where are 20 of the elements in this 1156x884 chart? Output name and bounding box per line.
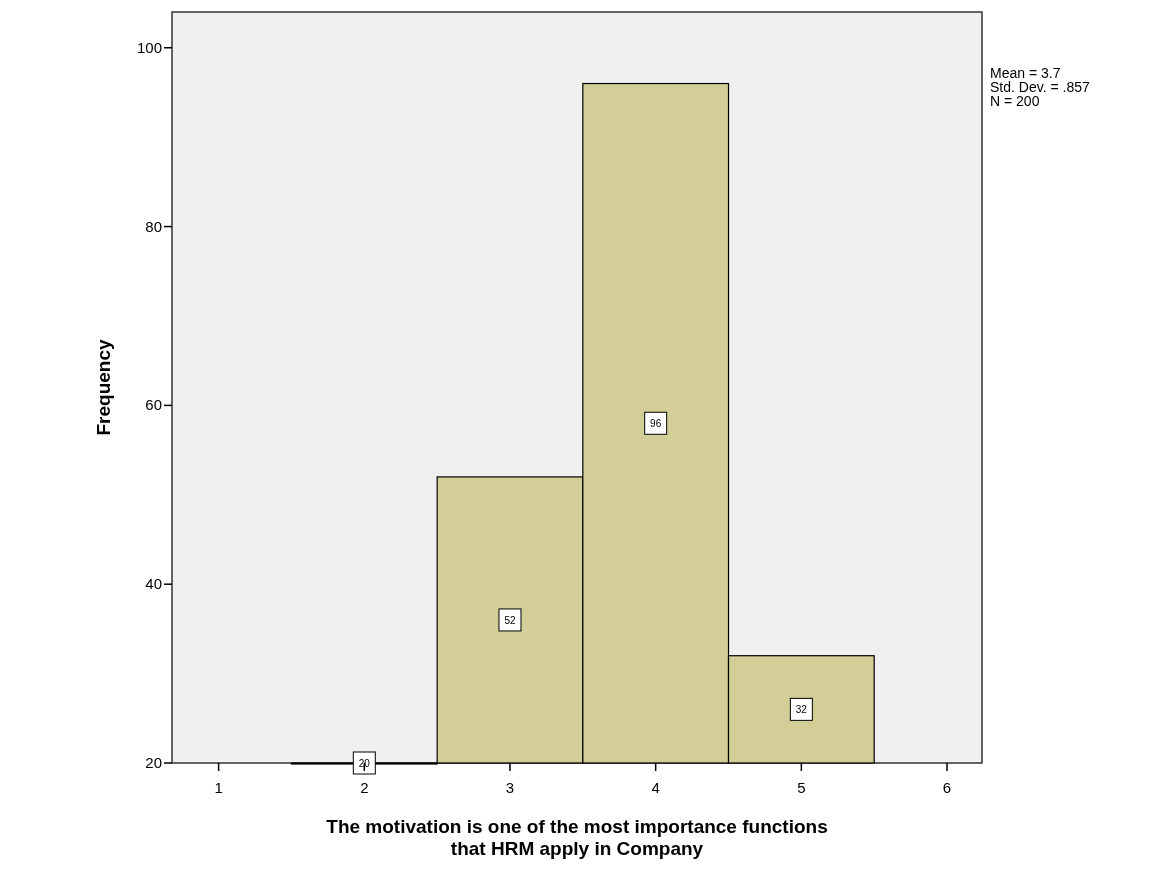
data-label: 52 bbox=[504, 614, 516, 626]
y-tick-label: 20 bbox=[145, 754, 162, 771]
x-tick-label: 3 bbox=[505, 779, 515, 796]
y-tick-label: 80 bbox=[145, 217, 162, 235]
text: Std. Dev. = .857 bbox=[990, 79, 1090, 95]
data-label: 20 bbox=[358, 758, 371, 769]
y-tick-label: 40 bbox=[145, 575, 162, 593]
x-tick-label: 4 bbox=[651, 779, 660, 796]
data-label: 96 bbox=[650, 418, 662, 430]
x-tick-label: 1 bbox=[214, 779, 223, 796]
y-tick-label: 100 bbox=[136, 38, 162, 56]
data-label: 32 bbox=[795, 704, 808, 716]
text: Mean = 3.7 bbox=[990, 65, 1061, 81]
text: N = 200 bbox=[990, 93, 1040, 109]
x-tick-label: 5 bbox=[797, 779, 806, 796]
y-tick-label: 60 bbox=[145, 396, 162, 414]
y-axis-title: Frequency bbox=[93, 339, 114, 436]
x-tick-label: 6 bbox=[942, 779, 952, 796]
x-axis-title: The motivation is one of the most importance functions that HRM apply in Company bbox=[326, 816, 828, 859]
x-tick-label: 2 bbox=[360, 779, 369, 796]
